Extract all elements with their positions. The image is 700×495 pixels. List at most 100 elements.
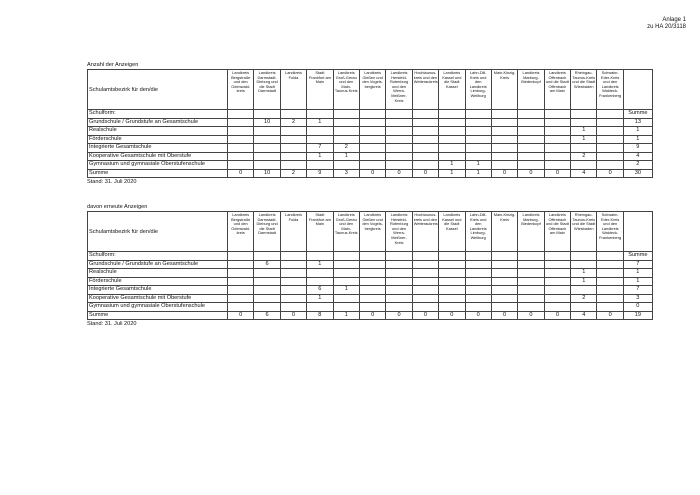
row-label: Realschule — [87, 268, 228, 278]
column-header: Stadt Frankfurt am Main — [306, 69, 334, 110]
value-cell: 1 — [570, 276, 598, 286]
value-cell — [279, 259, 308, 269]
value-cell — [464, 293, 492, 303]
value-cell — [253, 285, 281, 295]
sum-cell: 1 — [622, 126, 653, 136]
value-cell — [279, 143, 308, 153]
sum-cell: 7 — [622, 285, 653, 295]
value-cell — [596, 134, 624, 144]
header-row: Schulamtsbezirk für den/die Landkreis Ber… — [87, 69, 653, 110]
value-cell: 1 — [464, 160, 492, 170]
value-cell: 1 — [438, 168, 466, 178]
value-cell: 3 — [332, 168, 360, 178]
value-cell — [517, 293, 545, 303]
value-cell: 1 — [306, 293, 334, 303]
value-cell — [517, 259, 545, 269]
value-cell — [438, 293, 466, 303]
section-erneute-anzeigen: davon erneute Anzeigen Schulamtsbezirk fü… — [87, 204, 653, 327]
value-cell: 0 — [385, 310, 413, 320]
row-label: Integrierte Gesamtschule — [87, 143, 228, 153]
table-row: Grundschule / Grundstufe an Gesamtschule… — [87, 117, 653, 127]
value-cell — [253, 109, 281, 119]
value-cell — [253, 268, 281, 278]
value-cell — [543, 259, 572, 269]
value-cell — [464, 134, 492, 144]
value-cell: 0 — [438, 310, 466, 320]
value-cell — [411, 109, 440, 119]
value-cell — [490, 259, 519, 269]
value-cell — [411, 268, 440, 278]
value-cell — [464, 117, 492, 127]
value-cell — [358, 302, 387, 312]
value-cell — [438, 268, 466, 278]
value-cell — [517, 143, 545, 153]
value-cell: 0 — [517, 310, 545, 320]
value-cell — [226, 293, 255, 303]
value-cell — [517, 285, 545, 295]
row-label: Gymnasium und gymnasiale Oberstufenschul… — [87, 160, 228, 170]
value-cell — [358, 109, 387, 119]
value-cell — [464, 109, 492, 119]
sum-cell: Summe — [622, 251, 653, 261]
corner-label: Schulamtsbezirk für den/die — [87, 211, 228, 252]
value-cell — [332, 160, 360, 170]
value-cell — [306, 126, 334, 136]
value-cell — [385, 151, 413, 161]
value-cell — [279, 134, 308, 144]
value-cell — [438, 117, 466, 127]
value-cell — [306, 251, 334, 261]
value-cell — [385, 276, 413, 286]
value-cell — [490, 276, 519, 286]
sum-cell: 13 — [622, 117, 653, 127]
column-header: Lahn-Dill-Kreis und den Landkreis Limbur… — [464, 69, 492, 110]
value-cell — [490, 268, 519, 278]
value-cell: 10 — [253, 168, 281, 178]
value-cell — [490, 151, 519, 161]
column-header: Schwalm-Eder-Kreis und den Landkreis Wal… — [596, 69, 624, 110]
value-cell — [226, 276, 255, 286]
value-cell — [464, 151, 492, 161]
attachment-label: Anlage 1 — [662, 17, 686, 23]
value-cell — [543, 302, 572, 312]
row-label: Summe — [87, 168, 228, 178]
value-cell — [411, 302, 440, 312]
value-cell — [306, 134, 334, 144]
value-cell — [306, 268, 334, 278]
column-header: Stadt Frankfurt am Main — [306, 211, 334, 252]
column-header: Hochtaunus-kreis und den Wetteraukreis — [411, 69, 440, 110]
value-cell — [517, 251, 545, 261]
sum-cell: 1 — [622, 276, 653, 286]
value-cell: 2 — [332, 143, 360, 153]
value-cell — [570, 259, 598, 269]
value-cell — [358, 259, 387, 269]
row-label: Kooperative Gesamtschule mit Oberstufe — [87, 151, 228, 161]
value-cell — [570, 251, 598, 261]
data-table: Schulamtsbezirk für den/die Landkreis Ber… — [87, 211, 653, 320]
value-cell: 0 — [464, 310, 492, 320]
value-cell — [253, 293, 281, 303]
value-cell: 8 — [306, 310, 334, 320]
value-cell — [596, 251, 624, 261]
value-cell — [226, 126, 255, 136]
value-cell — [279, 293, 308, 303]
row-label: Förderschule — [87, 276, 228, 286]
value-cell — [490, 143, 519, 153]
value-cell — [358, 276, 387, 286]
value-cell — [385, 293, 413, 303]
value-cell — [570, 302, 598, 312]
column-header: Landkreis Gießen und den Vogels-bergkrei… — [358, 211, 387, 252]
value-cell: 0 — [543, 310, 572, 320]
value-cell — [411, 293, 440, 303]
value-cell — [464, 302, 492, 312]
value-cell — [279, 285, 308, 295]
value-cell — [543, 143, 572, 153]
value-cell — [411, 151, 440, 161]
value-cell — [543, 160, 572, 170]
value-cell — [438, 126, 466, 136]
value-cell: 9 — [306, 168, 334, 178]
sum-cell: Summe — [622, 109, 653, 119]
value-cell — [517, 109, 545, 119]
value-cell — [332, 276, 360, 286]
value-cell — [411, 126, 440, 136]
table-row: Realschule 1 1 — [87, 268, 653, 278]
